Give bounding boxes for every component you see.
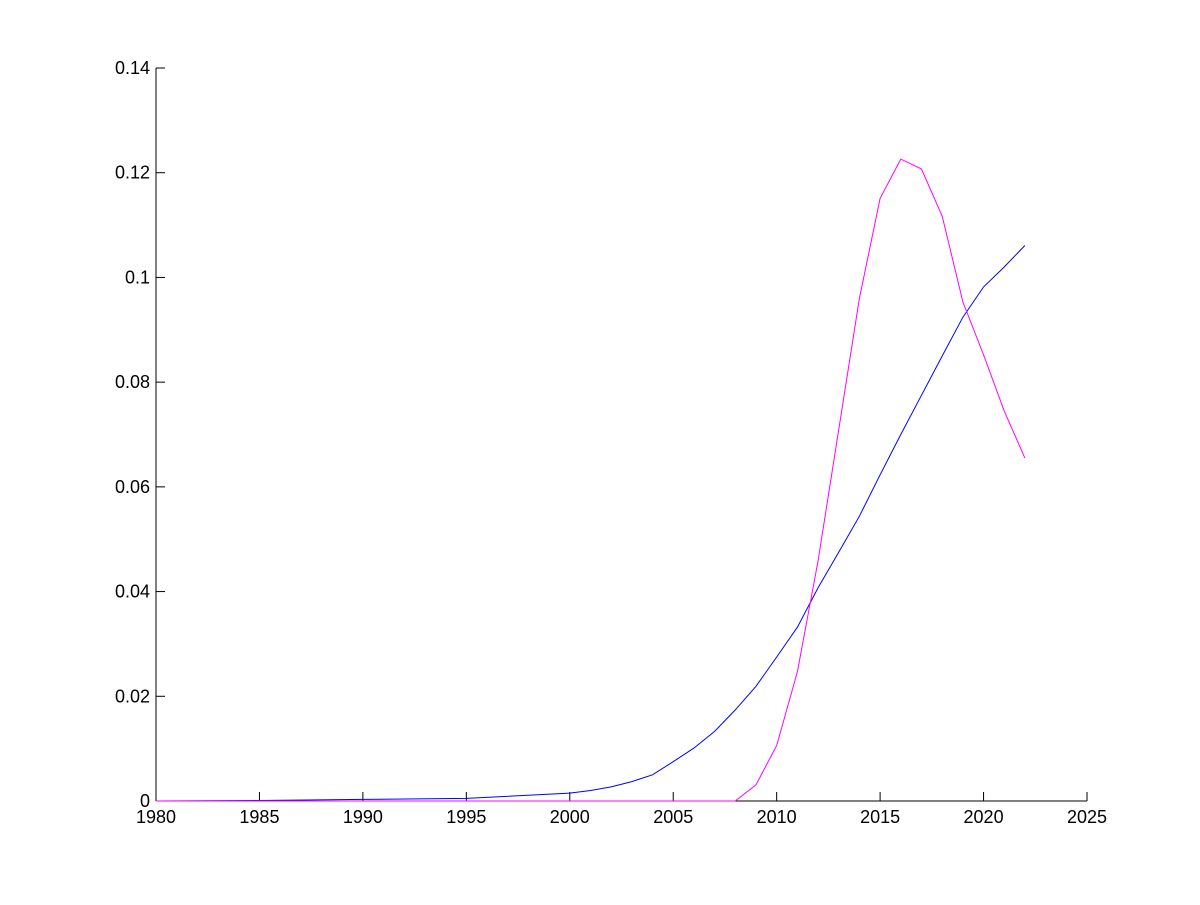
x-tick-label: 2020 — [964, 807, 1004, 827]
x-tick-label: 1985 — [239, 807, 279, 827]
x-tick-label: 2005 — [653, 807, 693, 827]
y-tick-label: 0.04 — [115, 582, 150, 602]
y-tick-label: 0.02 — [115, 686, 150, 706]
series-line-2 — [156, 158, 1026, 802]
x-tick-label: 2025 — [1067, 807, 1107, 827]
series-group — [155, 158, 1026, 802]
x-tick-label: 1995 — [446, 807, 486, 827]
y-tick-label: 0.14 — [115, 58, 150, 78]
x-tick-label: 1990 — [343, 807, 383, 827]
y-tick-label: 0.12 — [115, 163, 150, 183]
series-line-1 — [155, 245, 1026, 802]
y-tick-label: 0.1 — [125, 267, 150, 287]
y-tick-label: 0.06 — [115, 477, 150, 497]
x-tick-label: 2010 — [757, 807, 797, 827]
x-tick-label: 1980 — [136, 807, 176, 827]
x-tick-label: 2015 — [860, 807, 900, 827]
x-tick-label: 2000 — [550, 807, 590, 827]
y-tick-label: 0 — [140, 791, 150, 811]
y-tick-label: 0.08 — [115, 372, 150, 392]
axes: 1980 1985 1990 1995 2000 2005 2010 2015 2020 2025… — [115, 58, 1107, 827]
